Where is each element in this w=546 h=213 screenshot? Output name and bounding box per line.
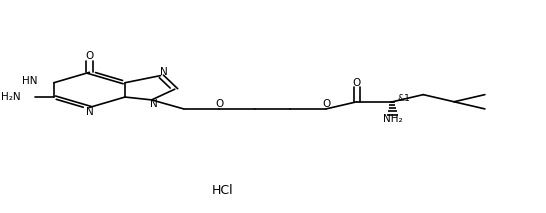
Text: HCl: HCl	[212, 184, 234, 197]
Text: NH₂: NH₂	[383, 114, 402, 124]
Text: N: N	[150, 99, 158, 109]
Text: HN: HN	[22, 76, 38, 86]
Text: O: O	[85, 51, 93, 61]
Text: O: O	[215, 99, 223, 109]
Text: H₂N: H₂N	[1, 92, 21, 102]
Text: O: O	[322, 99, 330, 109]
Text: N: N	[160, 67, 168, 77]
Text: N: N	[86, 107, 93, 117]
Text: O: O	[353, 78, 361, 88]
Text: &1: &1	[397, 94, 411, 103]
